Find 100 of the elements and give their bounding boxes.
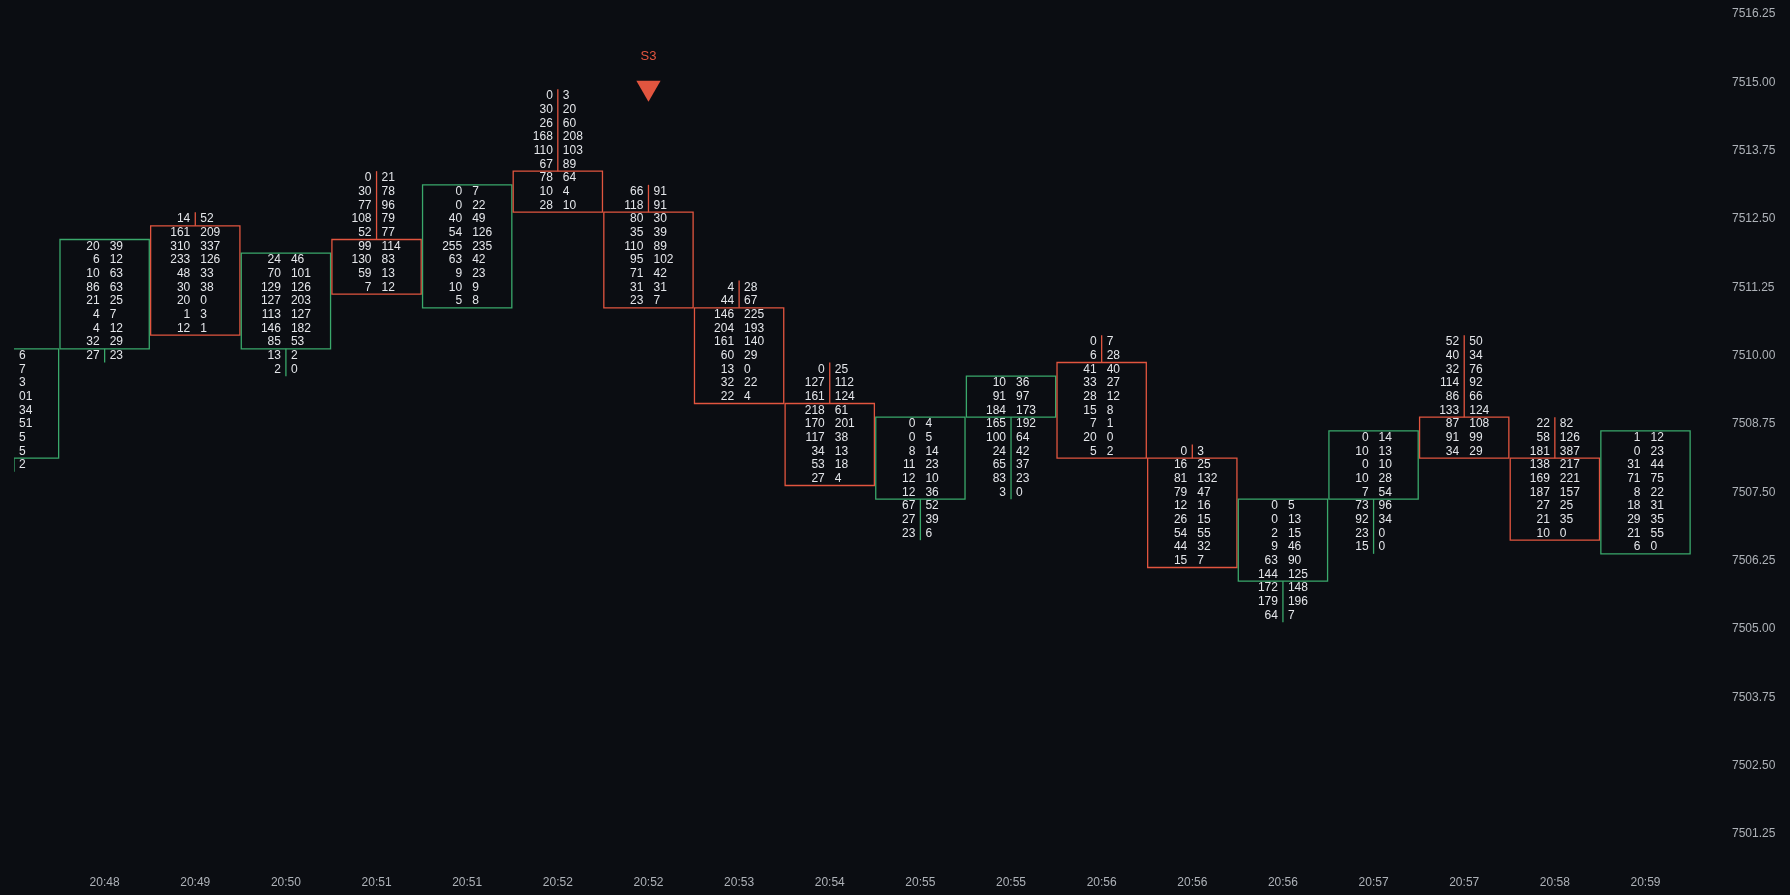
x-tick-label: 20:53 [724, 874, 755, 889]
candlestick [240, 252, 332, 377]
annotation: 5 8 [455, 293, 480, 308]
y-tick-label: 7515.00 [1732, 74, 1776, 89]
annotation: 78 64 [539, 170, 577, 185]
annotation: 71 75 [1627, 470, 1665, 485]
annotation: 15 7 [1173, 552, 1205, 567]
annotation: 21 35 [1536, 511, 1574, 526]
annotation: 127 203 [260, 293, 312, 308]
annotation: 83 23 [992, 470, 1030, 485]
annotation: 181 387 [1529, 443, 1581, 458]
y-tick-label: 7503.75 [1732, 689, 1776, 704]
annotation: 10 0 [1536, 525, 1567, 540]
annotation: 51 [19, 416, 33, 431]
y-tick-label: 7511.25 [1732, 279, 1775, 294]
x-tick-label: 20:56 [1086, 874, 1117, 889]
annotation: 67 89 [539, 156, 577, 171]
annotation: 0 4 [908, 416, 933, 431]
annotation: 0 25 [818, 361, 849, 376]
candlestick [1600, 430, 1691, 555]
annotation: 2 [19, 457, 26, 472]
annotation: 144 125 [1257, 566, 1309, 581]
annotation: 170 201 [804, 416, 856, 431]
annotation: 12 16 [1173, 498, 1211, 513]
annotation: 2 0 [274, 361, 298, 376]
annotation: 0 5 [1271, 498, 1295, 513]
annotation: 77 96 [358, 197, 396, 212]
annotation: 52 50 [1445, 334, 1483, 349]
x-tick-label: 20:49 [180, 874, 211, 889]
candlestick [331, 170, 422, 295]
annotation: 63 42 [448, 252, 486, 267]
annotation: 4 12 [92, 320, 124, 335]
annotation: 31 44 [1627, 457, 1665, 472]
annotation: 59 13 [358, 265, 396, 280]
annotation: 5 [19, 429, 26, 444]
y-tick-label: 7502.50 [1732, 757, 1776, 772]
annotation: 44 32 [1173, 539, 1211, 554]
y-tick-label: 7510.00 [1732, 347, 1776, 362]
annotation: 13 0 [720, 361, 752, 376]
annotation: 26 60 [539, 115, 577, 130]
annotation: 54 55 [1173, 525, 1211, 540]
annotation: 0 5 [908, 429, 933, 444]
annotation: 27 25 [1536, 498, 1574, 513]
annotation: 48 33 [176, 265, 214, 280]
annotation: 24 46 [267, 252, 305, 267]
y-tick-label: 7507.50 [1732, 484, 1776, 499]
annotation: 0 22 [455, 197, 486, 212]
annotation: 95 102 [630, 252, 674, 267]
annotation: 204 193 [714, 320, 765, 335]
x-tick-label: 20:59 [1630, 874, 1661, 889]
annotation: 5 2 [1089, 443, 1114, 458]
annotation: 34 13 [811, 443, 849, 458]
annotation: 187 157 [1529, 484, 1581, 499]
annotation: 0 13 [1271, 511, 1302, 526]
annotation: 29 35 [1627, 511, 1665, 526]
annotation: 87 108 [1445, 416, 1490, 431]
x-tick-label: 20:54 [814, 874, 846, 889]
annotation: 161 124 [804, 388, 856, 403]
x-tick-label: 20:50 [270, 874, 302, 889]
annotation: 16 25 [1173, 457, 1211, 472]
x-tick-label: 20:56 [1267, 874, 1299, 889]
x-tick-label: 20:56 [1177, 874, 1208, 889]
annotation: 0 21 [364, 170, 396, 185]
annotation: 15 8 [1083, 402, 1114, 417]
annotation: 35 39 [630, 224, 668, 239]
x-tick-label: 20:52 [633, 874, 664, 889]
annotation: 79 47 [1173, 484, 1211, 499]
annotation: 26 15 [1173, 511, 1211, 526]
annotation: 92 34 [1355, 511, 1393, 526]
annotation: 30 38 [176, 279, 214, 294]
annotation: 0 14 [1361, 429, 1393, 444]
annotation: 34 [19, 402, 33, 417]
annotation: 1 12 [1633, 429, 1665, 444]
annotation: 310 337 [170, 238, 221, 253]
annotation: 6 28 [1089, 347, 1121, 362]
annotation: 184 173 [985, 402, 1037, 417]
y-tick-label: 7508.75 [1732, 416, 1776, 431]
annotation: 8 22 [1633, 484, 1665, 499]
annotation: 22 82 [1536, 416, 1574, 431]
y-tick-label: 7501.25 [1732, 826, 1776, 841]
x-tick-label: 20:55 [905, 874, 936, 889]
annotation: 161 140 [714, 334, 765, 349]
annotation: 15 0 [1355, 539, 1386, 554]
annotation: 33 27 [1083, 375, 1121, 390]
annotation: 6 12 [92, 252, 124, 267]
annotation: 30 20 [539, 101, 577, 116]
annotation: 32 22 [720, 375, 758, 390]
annotation: 138 217 [1529, 457, 1581, 472]
annotation: 127 112 [804, 375, 855, 390]
annotation: 01 [19, 388, 33, 403]
annotation: 5 [19, 443, 26, 458]
x-tick-label: 20:55 [996, 874, 1027, 889]
y-tick-label: 7516.25 [1732, 6, 1776, 21]
candlestick [421, 184, 513, 309]
annotation: 81 132 [1173, 470, 1218, 485]
annotation: 40 49 [448, 211, 486, 226]
annotation: 110 89 [624, 238, 668, 253]
annotation: 114 92 [1440, 375, 1483, 390]
annotation: 30 78 [358, 183, 396, 198]
annotation: 113 127 [261, 306, 312, 321]
